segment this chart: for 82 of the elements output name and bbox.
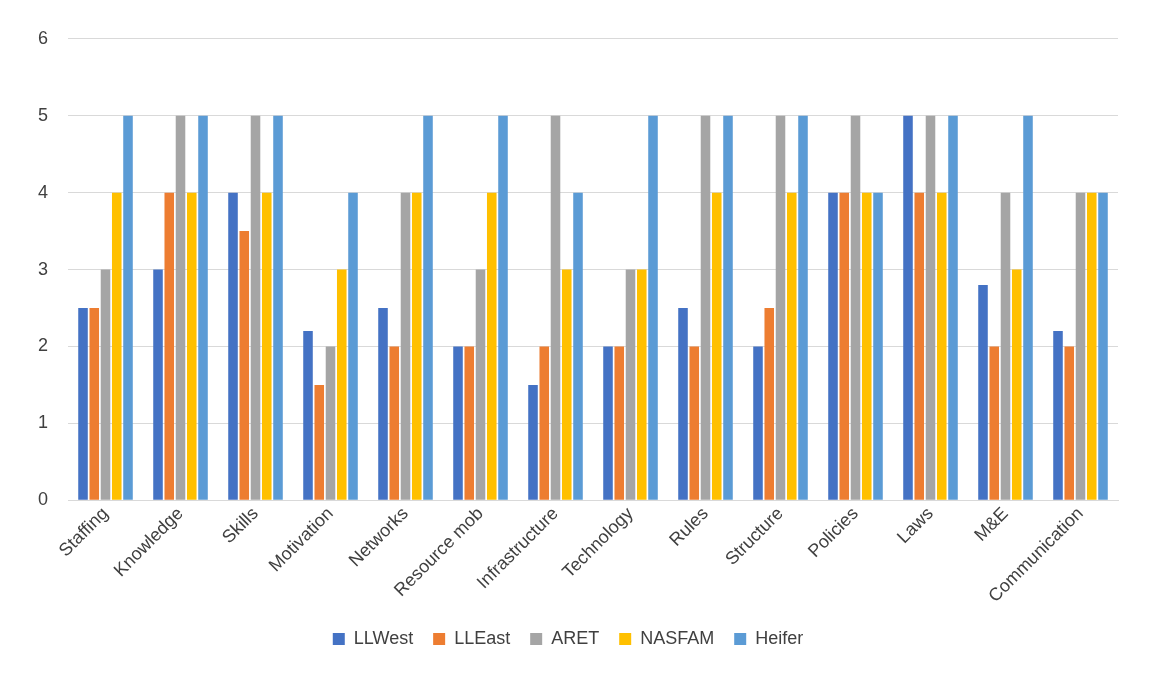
bar bbox=[839, 192, 850, 500]
bar bbox=[1075, 192, 1086, 500]
bar bbox=[411, 192, 422, 500]
bar bbox=[464, 346, 475, 500]
legend-label: NASFAM bbox=[640, 627, 715, 648]
bar bbox=[228, 192, 238, 500]
bar bbox=[261, 192, 272, 500]
bar bbox=[603, 346, 613, 500]
y-tick-label: 5 bbox=[38, 104, 49, 125]
bar bbox=[325, 346, 336, 500]
bar bbox=[1098, 192, 1108, 500]
bar bbox=[614, 346, 625, 500]
y-tick-label: 1 bbox=[38, 412, 49, 433]
bar bbox=[711, 192, 722, 500]
bar bbox=[1023, 115, 1033, 500]
bar bbox=[723, 115, 733, 500]
bar bbox=[528, 384, 538, 500]
bar bbox=[78, 308, 88, 500]
y-tick-label: 4 bbox=[38, 181, 49, 202]
bar bbox=[89, 308, 100, 500]
bar bbox=[175, 115, 186, 500]
bar bbox=[1053, 331, 1063, 500]
bar bbox=[1086, 192, 1097, 500]
bar bbox=[198, 115, 208, 500]
bar bbox=[775, 115, 786, 500]
legend-label: LLWest bbox=[353, 627, 414, 648]
bar bbox=[561, 269, 572, 500]
y-tick-label: 2 bbox=[38, 335, 49, 356]
bar bbox=[573, 192, 583, 500]
bar bbox=[1064, 346, 1075, 500]
y-tick-label: 6 bbox=[38, 27, 49, 48]
bar bbox=[903, 115, 913, 500]
bar bbox=[378, 308, 388, 500]
bar bbox=[753, 346, 763, 500]
bar bbox=[336, 269, 347, 500]
bar bbox=[389, 346, 400, 500]
bar bbox=[348, 192, 358, 500]
bar bbox=[764, 308, 775, 500]
bar bbox=[273, 115, 283, 500]
bar bbox=[164, 192, 175, 500]
bar bbox=[550, 115, 561, 500]
bar bbox=[648, 115, 658, 500]
bar bbox=[1011, 269, 1022, 500]
bar bbox=[936, 192, 947, 500]
bar bbox=[475, 269, 486, 500]
bar bbox=[700, 115, 711, 500]
bar bbox=[861, 192, 872, 500]
bar bbox=[498, 115, 508, 500]
bar bbox=[303, 331, 313, 500]
bar bbox=[453, 346, 463, 500]
bar bbox=[625, 269, 636, 500]
bar bbox=[111, 192, 122, 500]
bar bbox=[239, 231, 250, 500]
bar bbox=[1000, 192, 1011, 500]
bar bbox=[989, 346, 1000, 500]
legend-label: Heifer bbox=[755, 627, 804, 648]
bar bbox=[828, 192, 838, 500]
bar bbox=[250, 115, 261, 500]
bar bbox=[186, 192, 197, 500]
bar bbox=[978, 284, 988, 500]
bar bbox=[850, 115, 861, 500]
y-tick-label: 3 bbox=[38, 258, 49, 279]
bar bbox=[873, 192, 883, 500]
y-tick-label: 0 bbox=[38, 489, 49, 510]
bar bbox=[423, 115, 433, 500]
bar bbox=[153, 269, 163, 500]
legend-label: ARET bbox=[551, 627, 600, 648]
bar bbox=[689, 346, 700, 500]
bar bbox=[636, 269, 647, 500]
bar bbox=[539, 346, 550, 500]
bar bbox=[914, 192, 925, 500]
bar bbox=[925, 115, 936, 500]
bar bbox=[100, 269, 111, 500]
bar bbox=[400, 192, 411, 500]
bar bbox=[314, 384, 325, 500]
legend-label: LLEast bbox=[454, 627, 511, 648]
bar bbox=[123, 115, 133, 500]
bar bbox=[486, 192, 497, 500]
bar bbox=[798, 115, 808, 500]
bar bbox=[786, 192, 797, 500]
bar bbox=[948, 115, 958, 500]
bar bbox=[678, 308, 688, 500]
